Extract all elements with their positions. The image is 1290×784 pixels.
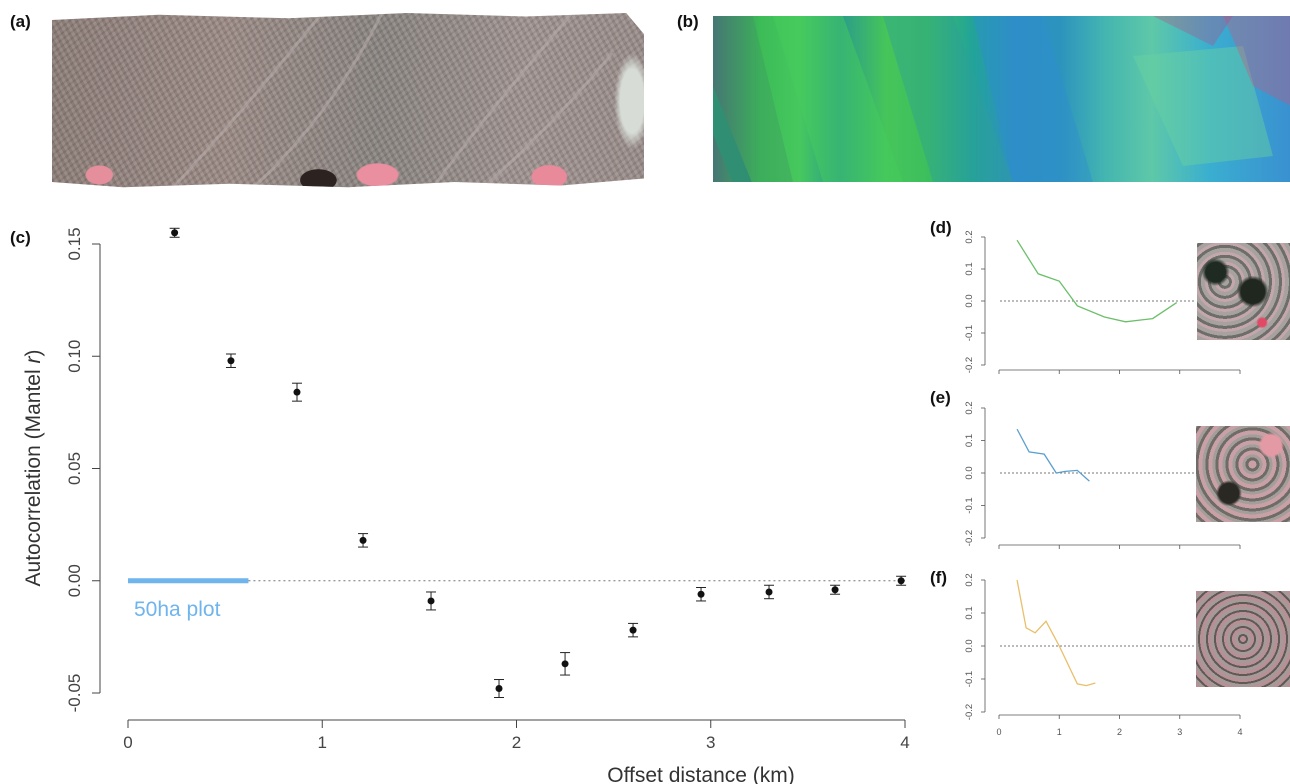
y-tick-label: 0.0 <box>964 294 975 307</box>
panel-label-c: (c) <box>10 228 31 247</box>
y-tick-label: -0.2 <box>964 357 975 373</box>
x-axis-label: Offset distance (km) <box>607 764 795 784</box>
series-line <box>1016 239 1178 323</box>
data-point <box>765 588 773 596</box>
y-tick-label: 0.15 <box>65 227 84 260</box>
x-tick-label: 1 <box>1057 727 1062 737</box>
x-tick-label: 2 <box>512 733 521 752</box>
thumbnail-d <box>1197 243 1290 340</box>
series-line <box>1016 579 1096 687</box>
y-tick-label: -0.1 <box>964 497 975 513</box>
data-point <box>697 590 705 598</box>
panel-label-b: (b) <box>677 12 699 31</box>
data-point <box>629 626 637 634</box>
panel-label-a: (a) <box>10 12 31 31</box>
x-tick-label: 4 <box>1237 727 1242 737</box>
y-tick-label: -0.1 <box>964 325 975 341</box>
x-tick-label: 1 <box>318 733 327 752</box>
panel-label-f: (f) <box>930 568 947 587</box>
panel-label-d: (d) <box>930 218 952 237</box>
data-point <box>561 660 569 668</box>
x-tick-label: 3 <box>706 733 715 752</box>
data-point <box>359 536 367 544</box>
y-tick-label: -0.05 <box>65 674 84 713</box>
satellite-image-a <box>52 13 644 188</box>
plot-extent-label: 50ha plot <box>134 598 221 621</box>
x-tick-label: 2 <box>1117 727 1122 737</box>
data-point <box>293 388 301 396</box>
x-tick-label: 3 <box>1177 727 1182 737</box>
y-tick-label: -0.2 <box>964 530 975 546</box>
thumbnail-e <box>1196 426 1290 522</box>
data-point <box>171 229 179 237</box>
y-tick-label: 0.1 <box>964 434 975 447</box>
data-point <box>227 357 235 365</box>
y-tick-label: 0.2 <box>964 401 975 414</box>
composite-image-b <box>713 16 1290 182</box>
main-chart: 0 1 2 3 4 -0.05 0.00 0.05 0.10 0.15 Offset distanc… <box>22 227 910 784</box>
data-point <box>831 586 839 594</box>
data-point <box>427 597 435 605</box>
y-tick-label: 0.1 <box>964 606 975 619</box>
y-tick-label: 0.2 <box>964 573 975 586</box>
panel-label-e: (e) <box>930 388 951 407</box>
y-tick-label: 0.05 <box>65 452 84 485</box>
small-chart-e: -0.2 -0.1 0.0 0.1 0.2 <box>964 401 1241 549</box>
x-tick-label: 0 <box>123 733 132 752</box>
y-tick-label: 0.0 <box>964 639 975 652</box>
y-axis-label: Autocorrelation (Mantel r) <box>22 350 45 587</box>
small-chart-d: -0.2 -0.1 0.0 0.1 0.2 <box>964 230 1241 374</box>
y-tick-label: 0.1 <box>964 262 975 275</box>
y-tick-label: -0.2 <box>964 704 975 720</box>
y-tick-label: 0.2 <box>964 230 975 243</box>
x-tick-label: 4 <box>900 733 909 752</box>
y-tick-label: 0.10 <box>65 340 84 373</box>
data-point <box>897 577 905 585</box>
y-tick-label: 0.00 <box>65 564 84 597</box>
x-tick-label: 0 <box>996 727 1001 737</box>
thumbnail-f <box>1196 591 1290 687</box>
y-tick-label: -0.1 <box>964 671 975 687</box>
small-chart-f: 0 1 2 3 4 -0.2 -0.1 0.0 0.1 0.2 <box>964 573 1243 737</box>
series-line <box>1016 428 1090 482</box>
y-tick-label: 0.0 <box>964 466 975 479</box>
data-point <box>495 685 503 693</box>
